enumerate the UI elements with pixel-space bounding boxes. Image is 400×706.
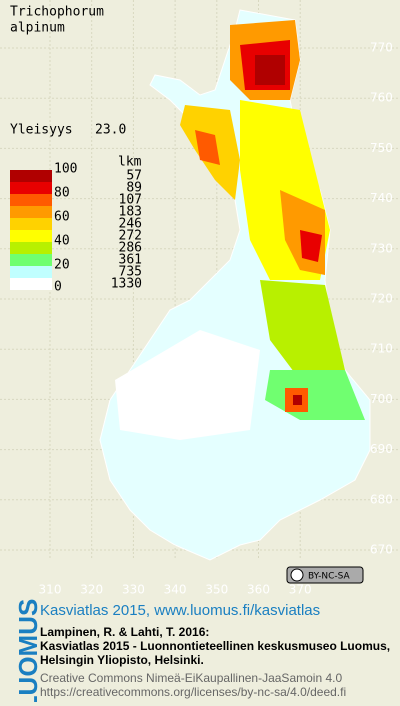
badge-text: BY-NC-SA — [308, 572, 351, 582]
legend-swatch — [10, 182, 52, 194]
legend-swatch — [10, 218, 52, 230]
citation: Helsingin Yliopisto, Helsinki. — [40, 653, 204, 667]
legend-scale-label: 20 — [54, 258, 70, 273]
legend-scale-label: 100 — [54, 162, 77, 177]
y-tick-label: 770 — [370, 41, 393, 55]
license: Creative Commons Nimeä-EiKaupallinen-Jaa… — [40, 671, 342, 685]
y-tick-label: 750 — [370, 141, 393, 155]
legend-count: 1330 — [111, 277, 142, 292]
y-tick-label: 710 — [370, 342, 393, 356]
frequency-value: 23.0 — [95, 123, 126, 138]
legend-swatch — [10, 242, 52, 254]
legend-swatch — [10, 230, 52, 242]
species-name: alpinum — [10, 21, 65, 36]
cell-cluster — [293, 395, 302, 405]
legend-swatch — [10, 194, 52, 206]
cc-icon — [290, 568, 304, 582]
legend-swatch — [10, 254, 52, 266]
legend-count: 735 — [119, 265, 142, 280]
y-tick-label: 680 — [370, 492, 393, 506]
legend-count: 361 — [119, 253, 142, 268]
legend-scale-label: 80 — [54, 186, 70, 201]
legend-swatch — [10, 170, 52, 182]
x-tick-label: 330 — [122, 583, 145, 597]
y-tick-label: 720 — [370, 292, 393, 306]
headline: Kasviatlas 2015, www.luomus.fi/kasviatla… — [40, 602, 320, 619]
y-tick-label: 740 — [370, 191, 393, 205]
x-tick-label: 320 — [80, 583, 103, 597]
y-tick-label: 690 — [370, 442, 393, 456]
x-tick-label: 370 — [289, 583, 312, 597]
distribution-cells — [115, 20, 365, 440]
y-tick-label: 730 — [370, 241, 393, 255]
y-tick-label: 760 — [370, 91, 393, 105]
legend-count: 272 — [119, 229, 142, 244]
x-tick-label: 310 — [39, 583, 62, 597]
y-tick-label: 700 — [370, 392, 393, 406]
legend-scale-label: 40 — [54, 234, 70, 249]
legend-count: 89 — [126, 181, 142, 196]
license-badge: BY-NC-SA — [286, 566, 364, 584]
cell-cluster — [300, 230, 322, 262]
legend-count: 183 — [119, 205, 142, 220]
legend-scale-label: 0 — [54, 280, 62, 295]
legend-swatch — [10, 266, 52, 278]
legend-swatch — [10, 278, 52, 290]
count-header: lkm — [118, 155, 142, 170]
legend-count: 57 — [126, 169, 142, 184]
species-name: Trichophorum — [10, 5, 104, 20]
legend-count: 286 — [119, 241, 142, 256]
frequency-label: Yleisyys — [10, 123, 73, 138]
axes: 310 320 330 340 350 360 370 770 760 750 740 730 720 7… — [39, 41, 393, 597]
license: https://creativecommons.org/licenses/by-… — [40, 685, 346, 699]
legend-count: 246 — [119, 217, 142, 232]
cell-cluster — [195, 130, 220, 165]
citation: Lampinen, R. & Lahti, T. 2016: — [40, 625, 209, 639]
legend-count: 107 — [119, 193, 142, 208]
x-tick-label: 340 — [164, 583, 187, 597]
legend-swatch — [10, 206, 52, 218]
y-tick-label: 670 — [370, 543, 393, 557]
cell-cluster — [255, 55, 285, 85]
brand: LUOMUS — [13, 599, 43, 702]
legend-scale-label: 60 — [54, 210, 70, 225]
cell-cluster — [115, 330, 260, 440]
x-tick-label: 360 — [247, 583, 270, 597]
citation: Kasviatlas 2015 - Luonnontieteellinen ke… — [40, 639, 390, 653]
cell-cluster — [260, 280, 345, 380]
x-tick-label: 350 — [205, 583, 228, 597]
badge-box — [286, 566, 364, 584]
